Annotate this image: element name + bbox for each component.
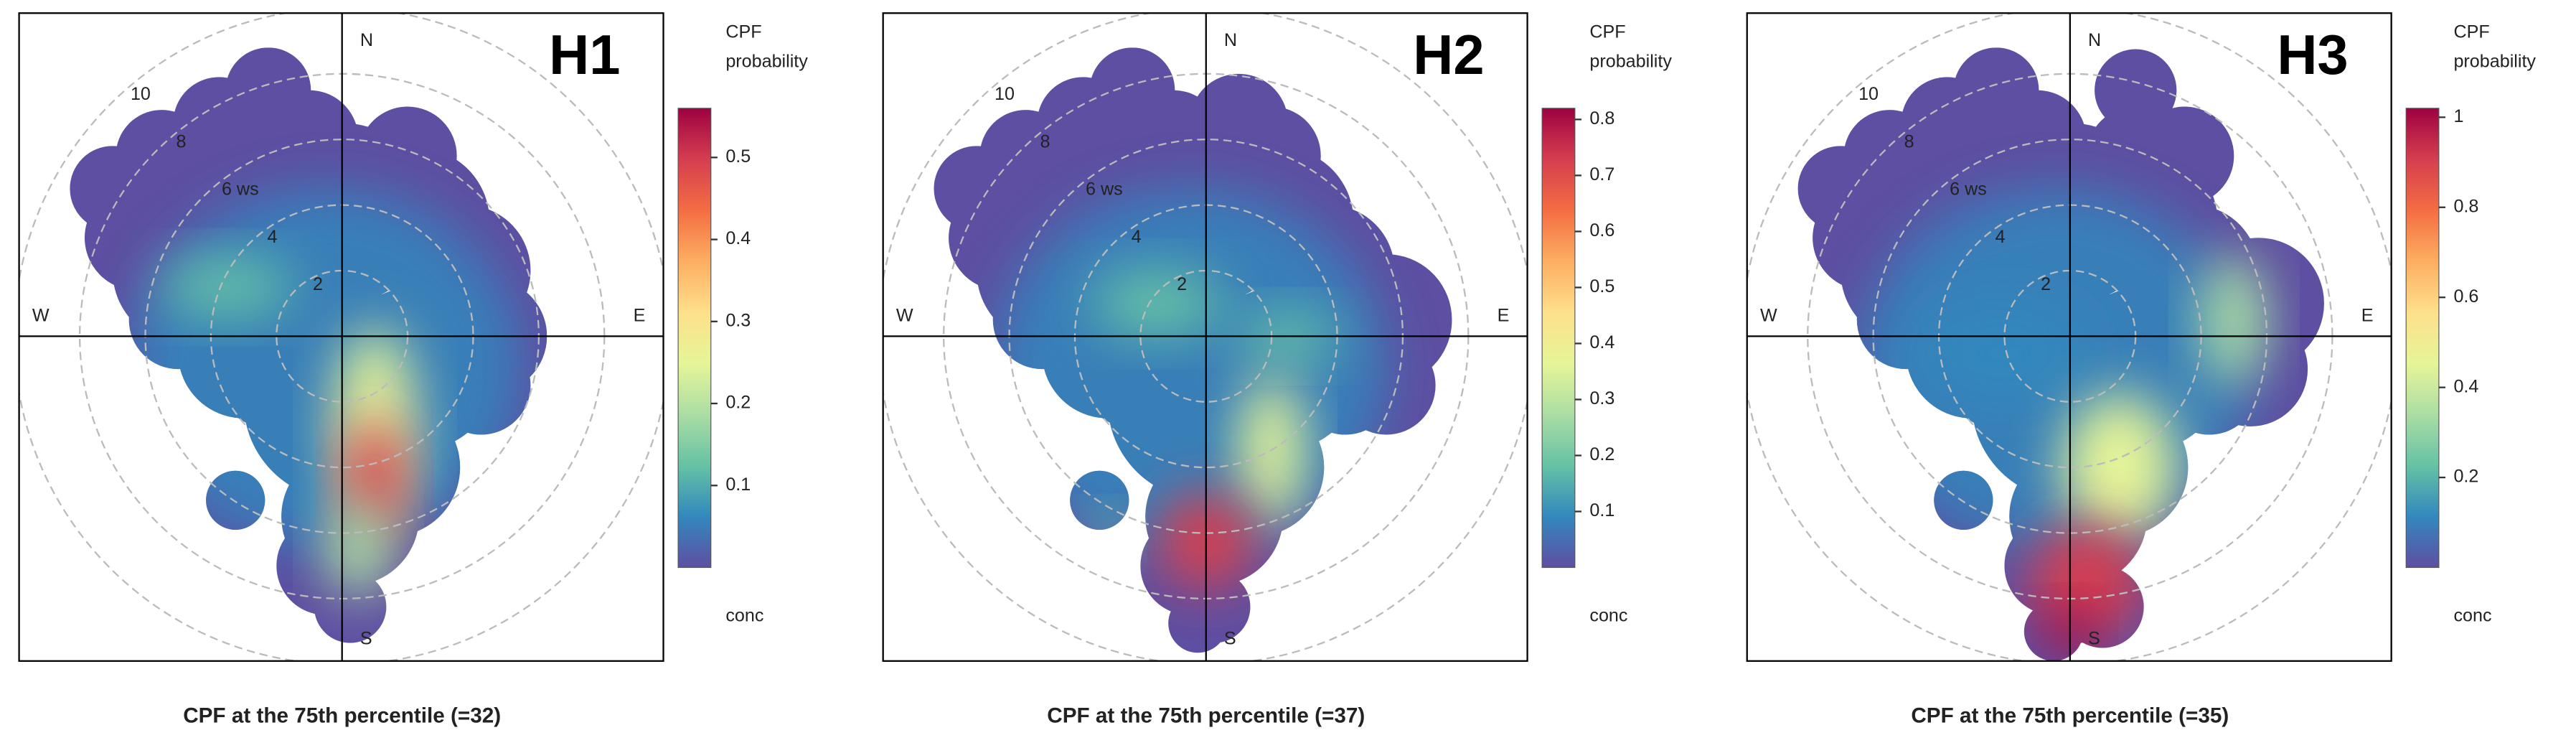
colorbar-tick-label: 0.5 — [1589, 276, 1614, 296]
legend-title: probability — [725, 51, 808, 71]
colorbar-tick-label: 0.8 — [2453, 196, 2478, 216]
direction-label: W — [32, 306, 50, 326]
legend-title: CPF — [2453, 22, 2489, 42]
radial-label: 8 — [1904, 131, 1914, 151]
panel: 2 4 6 ws 8 10 N E S W H3 CPF at the 75th percentil… — [1746, 12, 2536, 727]
colorbar-tick-label: 0.7 — [1589, 164, 1614, 184]
radial-label: 10 — [995, 84, 1015, 104]
direction-label: W — [896, 306, 913, 326]
direction-label: E — [2361, 306, 2374, 326]
radial-label: 6 ws — [1950, 179, 1987, 200]
cpf-hotspot — [325, 500, 392, 599]
colorbar-tick-label: 0.2 — [725, 393, 751, 413]
panel-label: H1 — [549, 24, 620, 86]
colorbar-tick-label: 0.1 — [725, 475, 751, 495]
colorbar-tick-label: 0.2 — [1589, 444, 1614, 464]
cpf-hotspot — [1088, 513, 1128, 553]
radial-label: 6 ws — [1086, 179, 1123, 200]
radial-label: 4 — [268, 227, 278, 247]
radial-label: 8 — [1040, 131, 1050, 151]
panel: 2 4 6 ws 8 10 N E S W H1 CPF at the 75th percentil… — [18, 12, 808, 727]
colorbar-tick-label: 0.4 — [2453, 376, 2478, 396]
colorbar-tick-label: 0.3 — [725, 310, 751, 330]
legend-footer: conc — [1589, 606, 1627, 626]
cpf-hotspot — [161, 257, 293, 317]
direction-label: N — [360, 30, 373, 50]
radial-label: 4 — [1132, 227, 1142, 247]
legend-footer: conc — [2453, 606, 2491, 626]
legend-title: CPF — [725, 22, 761, 42]
caption: CPF at the 75th percentile (=32) — [183, 704, 501, 727]
legend-title: CPF — [1589, 22, 1625, 42]
cpf-hotspot — [1238, 377, 1305, 525]
direction-label: E — [634, 306, 646, 326]
colorbar — [677, 108, 712, 569]
direction-label: N — [1224, 30, 1237, 50]
direction-label: S — [1224, 629, 1236, 649]
panel-frame — [18, 12, 664, 662]
radial-label: 8 — [176, 131, 186, 151]
direction-label: N — [2088, 30, 2101, 50]
radial-label: 6 ws — [222, 179, 259, 200]
radial-label: 2 — [2041, 274, 2051, 294]
colorbar — [1541, 108, 1576, 569]
colorbar-tick-label: 1 — [2453, 106, 2463, 126]
colorbar-tick-label: 0.8 — [1589, 108, 1614, 128]
panel: 2 4 6 ws 8 10 N E S W H2 CPF at the 75th percentil… — [882, 12, 1672, 727]
colorbar — [2405, 108, 2440, 569]
direction-label: E — [1498, 306, 1510, 326]
radial-label: 2 — [1177, 274, 1187, 294]
caption: CPF at the 75th percentile (=37) — [1047, 704, 1365, 727]
radial-label: 2 — [313, 274, 323, 294]
colorbar-tick-label: 0.6 — [1589, 220, 1614, 240]
direction-label: S — [2088, 629, 2100, 649]
radial-label: 4 — [1996, 227, 2006, 247]
colorbar-tick-label: 0.6 — [2453, 286, 2478, 307]
direction-label: W — [1760, 306, 1777, 326]
cpf-hotspot — [1091, 270, 1223, 337]
radial-label: 10 — [1858, 84, 1879, 104]
panel-frame — [1746, 12, 2392, 662]
caption: CPF at the 75th percentile (=35) — [1911, 704, 2229, 727]
legend-title: probability — [2453, 51, 2536, 71]
colorbar-tick-label: 0.2 — [2453, 467, 2478, 487]
colorbar-tick-label: 0.4 — [1589, 332, 1614, 352]
direction-label: S — [360, 629, 372, 649]
panel-frame — [882, 12, 1528, 662]
legend-footer: conc — [725, 606, 763, 626]
cpf-hotspot — [2062, 393, 2177, 541]
panel-label: H3 — [2277, 24, 2348, 86]
colorbar-tick-label: 0.5 — [725, 146, 751, 167]
radial-label: 10 — [131, 84, 151, 104]
cpf-band — [128, 188, 523, 550]
colorbar-tick-label: 0.1 — [1589, 500, 1614, 520]
colorbar-tick-label: 0.3 — [1589, 388, 1614, 408]
cpf-hotspot — [2201, 254, 2267, 385]
cpf-hotspot — [1922, 303, 2087, 402]
legend-title: probability — [1589, 51, 1672, 71]
panel-label: H2 — [1413, 24, 1484, 86]
colorbar-tick-label: 0.4 — [725, 228, 751, 248]
